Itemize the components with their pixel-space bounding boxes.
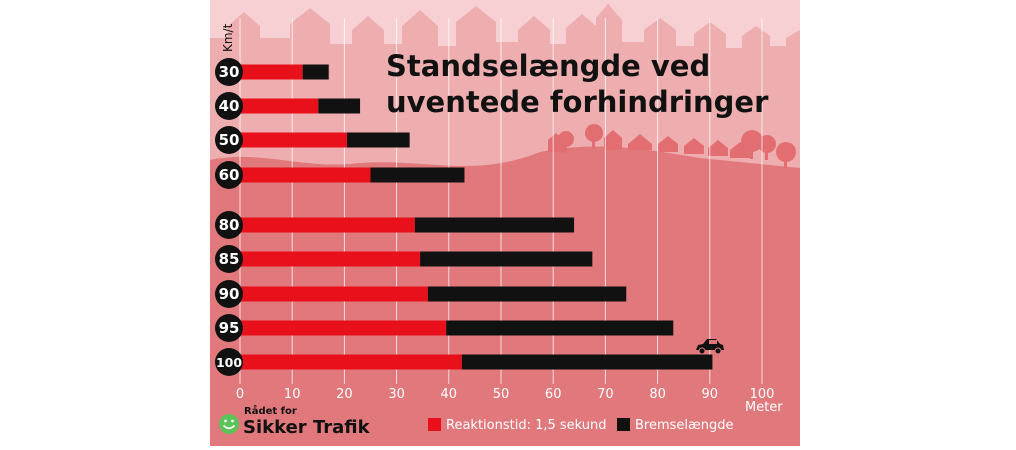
- y-tick-label-30: 30: [219, 63, 240, 81]
- x-tick-label-70: 70: [597, 387, 614, 402]
- chart-title-line-2: uventede forhindringer: [386, 85, 769, 119]
- bar-reaction-100: [240, 354, 462, 370]
- chart-title-line-1: Standselængde ved: [386, 49, 710, 83]
- speed-badge-40: 40: [215, 92, 243, 120]
- x-tick-label-60: 60: [545, 387, 562, 402]
- speed-badge-circle-100: [215, 348, 243, 376]
- speed-badge-circle-90: [215, 280, 243, 308]
- brand-line-1: Rådet for: [244, 404, 297, 417]
- bar-reaction-95: [240, 320, 447, 336]
- bar-reaction-60: [240, 167, 371, 183]
- x-tick-label-50: 50: [493, 387, 510, 402]
- smiley-logo-icon: [219, 414, 239, 434]
- legend-item-braking: Bremselængde: [617, 418, 734, 433]
- brand-line-2: Sikker Trafik: [243, 417, 371, 438]
- x-tick-label-100: 100: [750, 387, 775, 402]
- bar-reaction-30: [240, 64, 303, 80]
- legend: Reaktionstid: 1,5 sekund Bremselængde: [428, 418, 734, 433]
- bar-reaction-85: [240, 251, 421, 267]
- speed-badge-circle-85: [215, 245, 243, 273]
- speed-badge-90: 90: [215, 280, 243, 308]
- speed-badge-50: 50: [215, 126, 243, 154]
- bar-braking-50: [347, 132, 410, 148]
- bar-reaction-50: [240, 132, 348, 148]
- speed-badge-circle-30: [215, 58, 243, 86]
- speed-badge-circle-80: [215, 211, 243, 239]
- legend-swatch-braking: [617, 418, 630, 431]
- x-tick-label-40: 40: [441, 387, 458, 402]
- y-tick-label-50: 50: [219, 131, 240, 149]
- speed-badge-80: 80: [215, 211, 243, 239]
- legend-label-reaction: Reaktionstid: 1,5 sekund: [446, 418, 607, 433]
- bar-braking-30: [302, 64, 329, 80]
- y-tick-label-80: 80: [219, 216, 240, 234]
- legend-swatch-reaction: [428, 418, 441, 431]
- y-tick-label-100: 100: [216, 355, 242, 370]
- speed-badges: 30 40 50 60 80 85 90 95 100: [215, 58, 243, 376]
- speed-badge-60: 60: [215, 161, 243, 189]
- speed-badge-100: 100: [215, 348, 243, 376]
- bar-braking-85: [420, 251, 593, 267]
- x-tick-label-20: 20: [336, 387, 353, 402]
- x-tick-label-80: 80: [649, 387, 666, 402]
- x-tick-label-90: 90: [702, 387, 719, 402]
- bar-reaction-90: [240, 286, 428, 302]
- bar-braking-80: [414, 217, 575, 233]
- speed-badge-30: 30: [215, 58, 243, 86]
- y-tick-label-90: 90: [219, 285, 240, 303]
- y-tick-label-95: 95: [219, 319, 240, 337]
- brand-logo: Rådet for Sikker Trafik: [219, 404, 371, 438]
- speed-badge-circle-60: [215, 161, 243, 189]
- bars: [240, 64, 713, 370]
- x-axis-label: Meter: [745, 400, 783, 415]
- bar-reaction-80: [240, 217, 415, 233]
- bar-braking-60: [370, 167, 465, 183]
- legend-label-braking: Bremselængde: [635, 418, 734, 433]
- speed-badge-95: 95: [215, 314, 243, 342]
- car-icon: [696, 339, 724, 355]
- y-axis-label: Km/t: [221, 23, 235, 52]
- legend-item-reaction: Reaktionstid: 1,5 sekund: [428, 418, 607, 433]
- y-tick-label-40: 40: [219, 97, 240, 115]
- y-tick-label-85: 85: [219, 250, 240, 268]
- x-tick-label-0: 0: [236, 387, 244, 402]
- bar-reaction-40: [240, 98, 319, 114]
- bar-braking-95: [446, 320, 674, 336]
- trees-on-hill: [558, 124, 796, 168]
- x-tick-label-10: 10: [284, 387, 301, 402]
- x-axis-ticks: 0 10 20 30 40 50 60 70 80 90 100: [236, 387, 775, 402]
- bar-braking-100: [461, 354, 713, 370]
- speed-badge-85: 85: [215, 245, 243, 273]
- speed-badge-circle-95: [215, 314, 243, 342]
- x-tick-label-30: 30: [388, 387, 405, 402]
- speed-badge-circle-40: [215, 92, 243, 120]
- y-tick-label-60: 60: [219, 166, 240, 184]
- speed-badge-circle-50: [215, 126, 243, 154]
- bar-braking-40: [318, 98, 361, 114]
- bar-braking-90: [427, 286, 627, 302]
